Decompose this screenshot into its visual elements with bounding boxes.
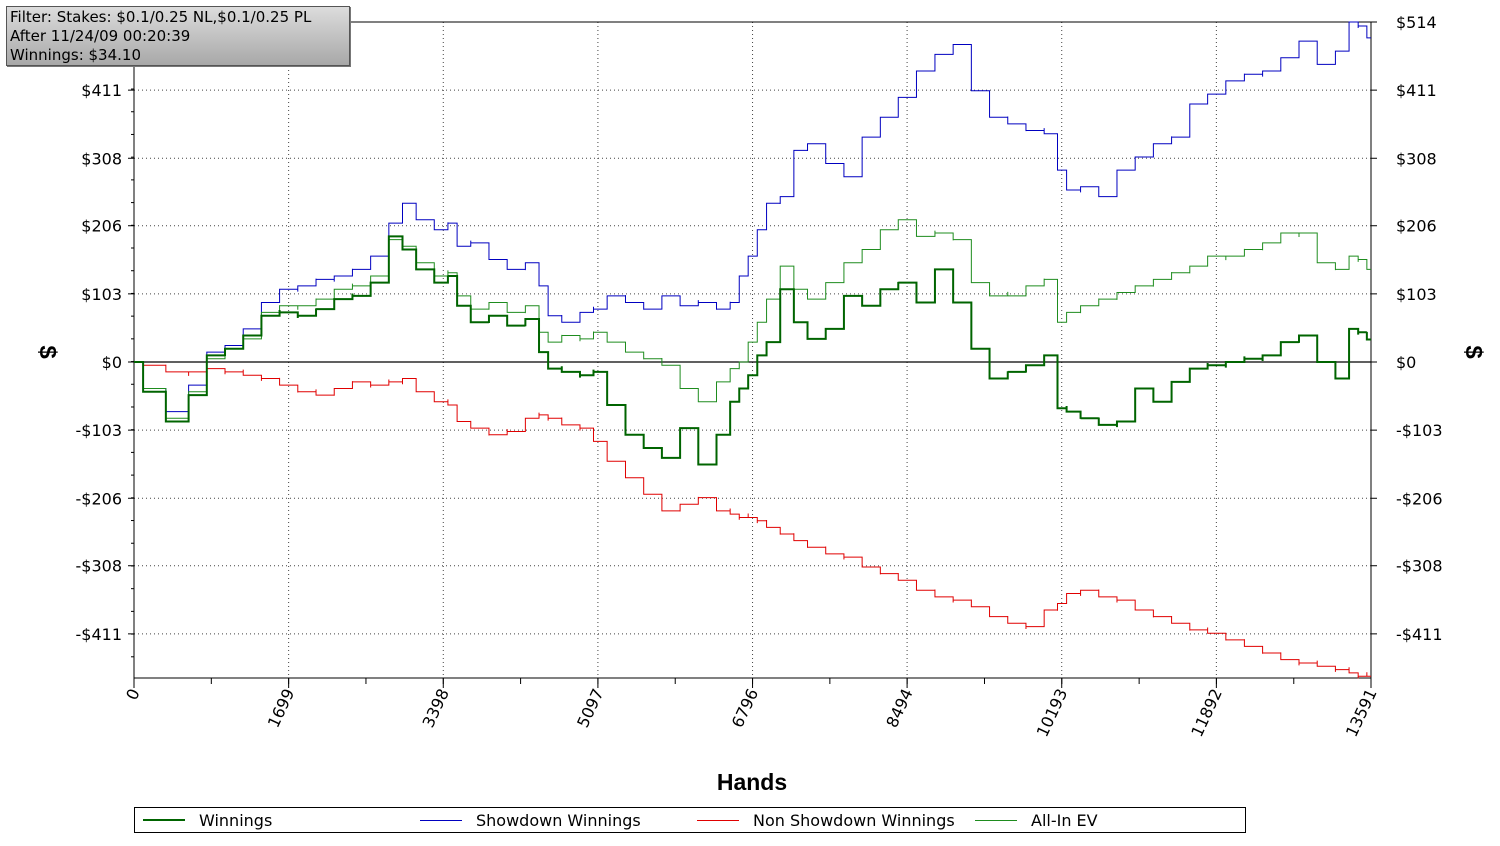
y-tick-label-left: -$411 (76, 625, 123, 644)
y-axis-title-right: $ (1460, 345, 1487, 359)
series-line-showdown-winnings (134, 21, 1371, 413)
x-tick-label: 13591 (1342, 686, 1381, 740)
x-tick-label: 6796 (728, 686, 762, 731)
y-tick-label-right: -$308 (1396, 557, 1443, 576)
winnings-line: Winnings: $34.10 (10, 46, 142, 64)
y-tick-label-left: -$206 (76, 489, 123, 508)
legend-swatch-showdown (420, 819, 462, 821)
legend-item-showdown: Showdown Winnings (420, 808, 641, 832)
y-tick-label-right: $514 (1396, 13, 1437, 32)
x-tick-label: 3398 (418, 686, 452, 731)
y-tick-label-right: -$103 (1396, 421, 1443, 440)
filter-line: Filter: Stakes: $0.1/0.25 NL,$0.1/0.25 P… (10, 8, 312, 26)
series-line-winnings (134, 235, 1371, 466)
y-tick-label-left: -$308 (76, 557, 123, 576)
y-tick-label-left: $411 (81, 81, 122, 100)
x-tick-label: 1699 (264, 686, 298, 731)
legend-label-non-showdown: Non Showdown Winnings (753, 810, 955, 830)
y-tick-label-left: $103 (81, 285, 122, 304)
series-line-all-in-ev (134, 219, 1371, 419)
legend-label-winnings: Winnings (199, 810, 273, 830)
y-tick-label-left: $308 (81, 149, 122, 168)
legend-label-all-in-ev: All-In EV (1031, 810, 1098, 830)
x-tick-label: 11892 (1187, 686, 1226, 740)
tick-labels: $514$514$411$411$308$308$206$206$103$103… (76, 13, 1443, 740)
y-tick-label-left: -$103 (76, 421, 123, 440)
series-layer (134, 21, 1371, 679)
y-tick-label-right: $0 (1396, 353, 1416, 372)
y-tick-label-left: $0 (102, 353, 122, 372)
series-line-non-showdown-winnings (134, 361, 1371, 679)
x-tick-label: 5097 (573, 686, 607, 731)
filter-info-box: Filter: Stakes: $0.1/0.25 NL,$0.1/0.25 P… (6, 6, 350, 66)
x-tick-label: 8494 (882, 686, 916, 731)
y-tick-label-right: -$206 (1396, 489, 1443, 508)
date-line: After 11/24/09 00:20:39 (10, 27, 191, 45)
x-axis-title: Hands (717, 769, 787, 795)
legend-swatch-all-in-ev (975, 819, 1017, 821)
y-tick-label-right: -$411 (1396, 625, 1443, 644)
legend-label-showdown: Showdown Winnings (476, 810, 641, 830)
y-tick-label-right: $411 (1396, 81, 1437, 100)
y-tick-label-left: $206 (81, 217, 122, 236)
legend-item-all-in-ev: All-In EV (975, 808, 1098, 832)
legend-item-non-showdown: Non Showdown Winnings (697, 808, 955, 832)
y-axis-title-left: $ (34, 345, 61, 359)
legend-swatch-winnings (143, 819, 185, 821)
legend-item-winnings: Winnings (143, 808, 272, 832)
grid (134, 22, 1371, 678)
x-tick-label: 10193 (1033, 686, 1072, 740)
y-tick-label-right: $206 (1396, 217, 1437, 236)
y-tick-label-right: $103 (1396, 285, 1437, 304)
legend-swatch-non-showdown (697, 819, 739, 821)
legend: Winnings Showdown Winnings Non Showdown … (134, 807, 1246, 833)
y-tick-label-right: $308 (1396, 149, 1437, 168)
x-tick-label: 0 (122, 686, 144, 703)
